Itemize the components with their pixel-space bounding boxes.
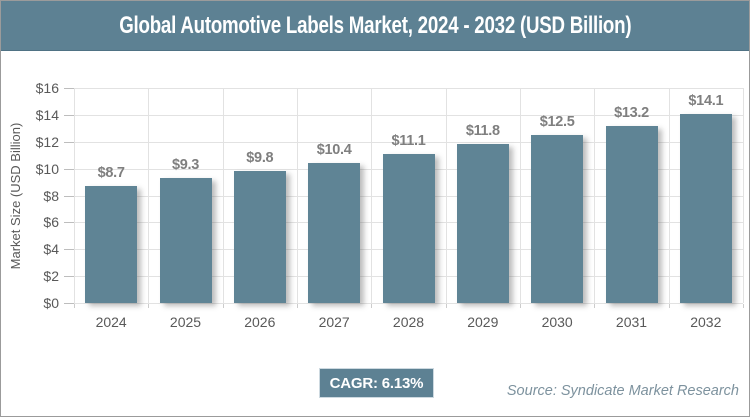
bar-2032 — [679, 113, 732, 303]
bar-2024 — [85, 186, 138, 303]
gridline-vertical — [743, 88, 744, 303]
bar-value-label: $13.2 — [614, 104, 649, 121]
x-tick-mark — [445, 304, 447, 308]
bar-2030 — [531, 135, 584, 303]
page-title: Global Automotive Labels Market, 2024 - … — [118, 11, 632, 39]
x-tick-label: 2026 — [244, 314, 276, 330]
bar-2026 — [233, 171, 286, 303]
gridline-vertical — [148, 88, 150, 303]
x-tick-label: 2024 — [95, 314, 127, 330]
y-tick-mark — [64, 249, 74, 251]
x-tick-label: 2031 — [615, 314, 648, 330]
y-tick-mark — [64, 141, 74, 143]
gridline-vertical — [74, 88, 75, 303]
bar-value-label: $14.1 — [688, 92, 724, 109]
gridline-horizontal — [74, 141, 743, 143]
y-tick-mark — [64, 276, 74, 278]
bar-value-label: $11.8 — [465, 123, 500, 140]
y-tick-label: $14 — [35, 106, 59, 123]
bar-2025 — [159, 178, 212, 303]
x-tick-mark — [222, 304, 224, 308]
bar-value-label: $8.7 — [97, 165, 125, 182]
y-tick-mark — [64, 195, 74, 197]
gridline-vertical — [668, 88, 670, 303]
x-tick-mark — [371, 304, 373, 308]
x-tick-label: 2030 — [541, 314, 573, 330]
gridline-horizontal — [74, 114, 743, 116]
x-tick-label: 2028 — [392, 314, 425, 330]
source-text: Source: Syndicate Market Research — [506, 383, 739, 399]
y-tick-label: $16 — [35, 80, 59, 96]
y-tick-label: $4 — [43, 241, 59, 258]
bar-value-label: $12.5 — [539, 114, 575, 131]
x-tick-label: 2025 — [169, 314, 202, 330]
gridline-horizontal — [74, 303, 743, 304]
cagr-badge: CAGR: 6.13% — [319, 368, 434, 398]
y-tick-label: $2 — [43, 268, 59, 285]
x-tick-label: 2032 — [690, 314, 722, 330]
y-tick-label: $10 — [35, 160, 59, 177]
bar-value-label: $11.1 — [391, 132, 426, 149]
y-tick-label: $8 — [43, 187, 59, 204]
x-tick-mark — [743, 304, 744, 308]
x-tick-mark — [520, 304, 521, 308]
gridline-vertical — [520, 88, 521, 303]
gridline-vertical — [297, 88, 298, 303]
bar-2031 — [605, 125, 658, 303]
gridline-vertical — [371, 88, 373, 303]
bar-2029 — [456, 144, 509, 303]
gridline-vertical — [594, 88, 596, 303]
bar-value-label: $10.4 — [316, 142, 352, 159]
plot-area: $8.7 $9.3 $9.8 $10.4 $11.1 $11.8 $12.5 $13.2 $14… — [74, 88, 744, 304]
chart-header-banner: Global Automotive Labels Market, 2024 - … — [1, 1, 749, 51]
y-tick-mark — [64, 168, 74, 170]
x-tick-mark — [668, 304, 670, 308]
gridline-vertical — [222, 88, 224, 303]
y-tick-mark — [64, 88, 74, 89]
bar-2027 — [308, 163, 361, 303]
gridline-horizontal — [74, 88, 743, 89]
y-tick-mark — [64, 222, 74, 224]
y-tick-label: $12 — [35, 133, 59, 150]
gridline-vertical — [445, 88, 447, 303]
y-tick-label: $0 — [43, 295, 59, 311]
x-tick-mark — [148, 304, 150, 308]
y-tick-label: $6 — [43, 214, 59, 231]
bar-value-label: $9.8 — [246, 150, 274, 167]
bar-2028 — [382, 153, 435, 303]
x-tick-mark — [297, 304, 298, 308]
x-tick-label: 2029 — [467, 314, 499, 330]
x-tick-mark — [594, 304, 596, 308]
bar-value-label: $9.3 — [171, 157, 199, 174]
x-tick-mark — [74, 304, 75, 308]
y-tick-mark — [64, 114, 74, 116]
x-tick-label: 2027 — [318, 314, 350, 330]
y-tick-mark — [64, 303, 74, 304]
